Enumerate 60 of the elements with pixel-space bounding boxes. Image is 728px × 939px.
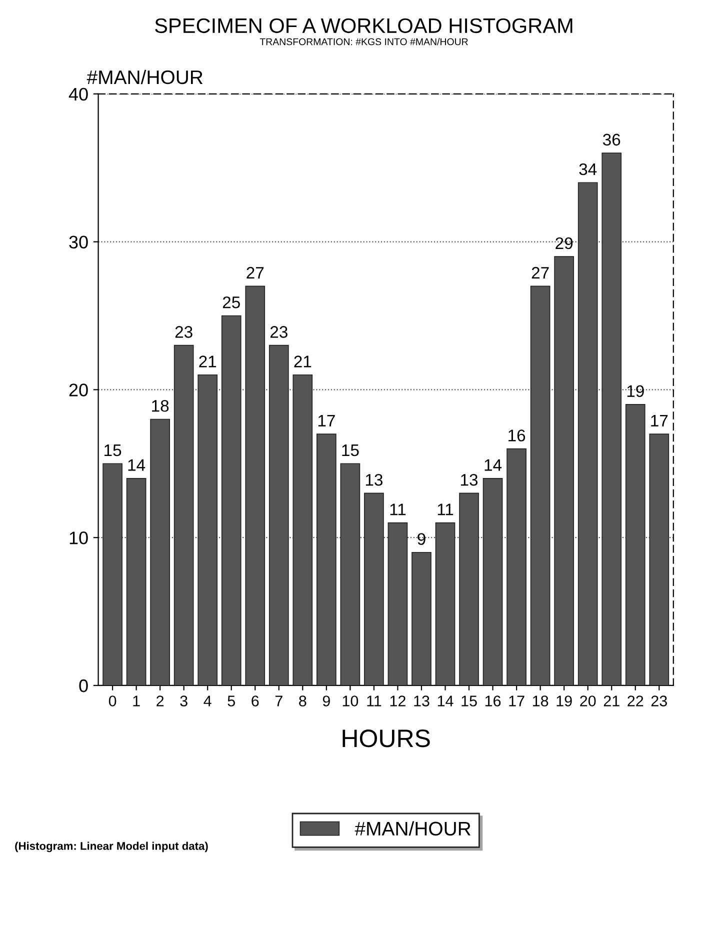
legend-label: #MAN/HOUR bbox=[354, 821, 470, 836]
x-tick-label: 8 bbox=[299, 696, 306, 706]
data-label: 9 bbox=[418, 533, 426, 545]
x-tick-label: 13 bbox=[414, 696, 430, 706]
x-tick-label: 17 bbox=[509, 696, 524, 706]
x-tick-label: 2 bbox=[156, 696, 164, 706]
x-tick-label: 20 bbox=[580, 696, 596, 706]
data-label: 19 bbox=[627, 385, 644, 398]
x-tick-label: 18 bbox=[532, 696, 548, 706]
y-tick-label: 20 bbox=[69, 384, 88, 396]
bar bbox=[412, 552, 432, 686]
x-tick-label: 15 bbox=[462, 696, 477, 706]
data-label: 16 bbox=[508, 430, 526, 442]
data-label: 21 bbox=[199, 356, 216, 368]
data-label: 34 bbox=[579, 163, 597, 176]
data-label: 14 bbox=[128, 459, 146, 471]
data-label: 14 bbox=[484, 459, 502, 471]
data-label: 29 bbox=[556, 237, 573, 250]
data-label: 36 bbox=[602, 134, 620, 146]
data-label: 15 bbox=[104, 444, 122, 456]
y-tick-label: 40 bbox=[68, 88, 88, 101]
x-tick-label: 19 bbox=[556, 696, 572, 706]
data-label: 11 bbox=[438, 504, 454, 516]
data-label: 21 bbox=[294, 356, 312, 368]
x-tick-label: 6 bbox=[252, 696, 259, 706]
x-tick-label: 3 bbox=[180, 696, 188, 706]
x-tick-label: 1 bbox=[133, 696, 140, 706]
data-label: 27 bbox=[246, 266, 264, 279]
y-axis-title: #MAN/HOUR bbox=[86, 70, 203, 84]
y-tick-label: 30 bbox=[69, 236, 88, 249]
chart-subtitle: TRANSFORMATION: #KGS INTO #MAN/HOUR bbox=[260, 38, 468, 46]
x-tick-label: 5 bbox=[228, 696, 235, 706]
x-tick-label: 22 bbox=[628, 696, 644, 706]
y-tick-label: 0 bbox=[79, 679, 88, 692]
x-tick-label: 10 bbox=[342, 696, 358, 706]
x-tick-label: 12 bbox=[390, 696, 406, 706]
data-label: 23 bbox=[175, 326, 192, 338]
data-label: 18 bbox=[152, 400, 169, 412]
data-label: 13 bbox=[461, 474, 478, 486]
x-axis-title: HOURS bbox=[342, 730, 430, 748]
data-label: 13 bbox=[366, 474, 382, 486]
x-tick-label: 14 bbox=[438, 696, 454, 706]
chart-title: SPECIMEN OF A WORKLOAD HISTOGRAM bbox=[155, 18, 572, 34]
text: (Histogram: Linear Model input data) bbox=[15, 842, 208, 852]
data-label: 23 bbox=[270, 326, 288, 338]
data-label: 27 bbox=[532, 266, 549, 279]
y-tick-label: 10 bbox=[70, 532, 88, 544]
x-tick-label: 4 bbox=[204, 696, 212, 706]
data-label: 11 bbox=[390, 504, 406, 516]
x-tick-label: 0 bbox=[108, 696, 116, 706]
data-label: 17 bbox=[318, 414, 335, 426]
x-tick-label: 7 bbox=[275, 696, 282, 706]
x-tick-label: 23 bbox=[651, 696, 667, 706]
x-tick-label: 21 bbox=[604, 696, 620, 706]
data-label: 17 bbox=[651, 414, 668, 426]
data-label: 25 bbox=[222, 296, 240, 308]
x-tick-label: 11 bbox=[367, 696, 382, 706]
x-tick-label: 16 bbox=[485, 696, 501, 706]
x-tick-label: 9 bbox=[322, 696, 330, 706]
data-label: 15 bbox=[342, 444, 359, 456]
